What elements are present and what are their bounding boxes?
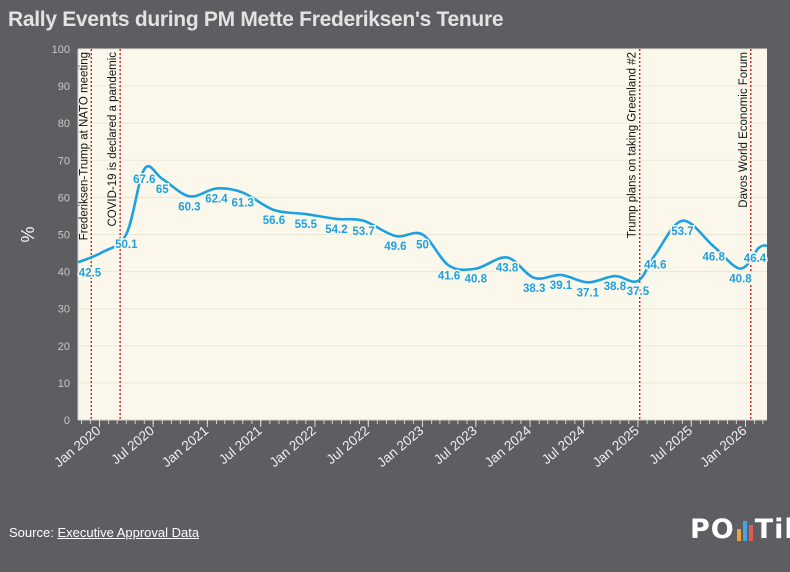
y-tick-label: 0 bbox=[64, 415, 70, 427]
event-label: Trump plans on taking Greenland #2 bbox=[627, 52, 639, 238]
data-label: 60.3 bbox=[178, 201, 200, 213]
x-tick-label: Jan 2020 bbox=[51, 423, 103, 470]
x-tick-label: Jan 2022 bbox=[267, 423, 319, 470]
data-label: 65 bbox=[156, 184, 169, 196]
y-tick-label: 70 bbox=[58, 155, 70, 167]
event-markers: Frederiksen-Trump at NATO meeting COVID-1… bbox=[78, 49, 752, 420]
logo-bars-icon bbox=[736, 521, 753, 541]
source-note: Source: Executive Approval Data bbox=[9, 525, 199, 540]
x-tick-label: Jan 2023 bbox=[374, 423, 426, 470]
source-link[interactable]: Executive Approval Data bbox=[57, 525, 200, 540]
y-tick-label: 80 bbox=[58, 118, 70, 130]
data-label: 61.3 bbox=[232, 198, 254, 210]
data-label: 53.7 bbox=[352, 226, 374, 238]
data-label: 50 bbox=[416, 240, 429, 252]
data-label: 39.1 bbox=[550, 280, 573, 292]
series-path bbox=[78, 164, 767, 284]
y-axis: 0 10 20 30 40 50 60 70 80 90 100 bbox=[52, 44, 79, 427]
data-label: 67.6 bbox=[133, 174, 155, 186]
x-axis: Jan 2020 Jul 2020 Jan 2021 Jul 2021 Jan 2022… bbox=[51, 419, 767, 470]
y-tick-label: 90 bbox=[58, 81, 70, 93]
source-label: Source: bbox=[9, 525, 54, 540]
y-tick-label: 40 bbox=[58, 267, 70, 279]
data-label: 62.4 bbox=[205, 193, 228, 205]
chart-title: Rally Events during PM Mette Frederiksen… bbox=[8, 8, 504, 31]
x-tick-label: Jul 2020 bbox=[108, 423, 157, 467]
politik-logo: PO Tik bbox=[690, 514, 790, 545]
event-label: COVID-19 is declared a pandemic bbox=[107, 52, 119, 227]
logo-text-start: PO bbox=[690, 514, 735, 545]
y-tick-label: 20 bbox=[58, 341, 70, 353]
data-label: 42.5 bbox=[79, 267, 102, 279]
x-tick-label: Jul 2021 bbox=[216, 423, 265, 467]
data-label: 44.6 bbox=[644, 260, 666, 272]
data-label: 38.8 bbox=[604, 281, 627, 293]
data-label: 56.6 bbox=[263, 215, 285, 227]
data-label: 40.8 bbox=[729, 274, 752, 286]
event-label: Davos World Economic Forum bbox=[738, 52, 750, 208]
y-tick-label: 100 bbox=[52, 44, 70, 56]
data-label: 38.3 bbox=[523, 283, 545, 295]
x-tick-label: Jul 2023 bbox=[431, 423, 480, 467]
x-tick-label: Jan 2024 bbox=[482, 422, 535, 470]
data-label: 41.6 bbox=[438, 271, 460, 283]
y-tick-label: 10 bbox=[58, 378, 70, 390]
data-label: 50.1 bbox=[115, 239, 138, 251]
y-tick-label: 50 bbox=[58, 230, 70, 242]
y-tick-label: 60 bbox=[58, 192, 70, 204]
x-tick-label: Jul 2022 bbox=[323, 423, 372, 467]
data-label: 46.8 bbox=[702, 251, 725, 263]
x-tick-label: Jul 2025 bbox=[646, 423, 695, 467]
data-labels: 42.5 50.1 67.665 60.3 62.4 61.3 56.6 55.5 54.2 53… bbox=[77, 173, 768, 301]
data-label: 40.8 bbox=[465, 274, 488, 286]
x-tick-label: Jul 2024 bbox=[539, 422, 588, 467]
event-label: Frederiksen-Trump at NATO meeting bbox=[78, 52, 90, 240]
logo-text-end: Tik bbox=[754, 514, 790, 545]
x-tick-label: Jan 2021 bbox=[159, 423, 211, 470]
data-label: 53.7 bbox=[671, 226, 693, 238]
x-tick-label: Jan 2025 bbox=[590, 423, 642, 470]
data-label: 49.6 bbox=[384, 241, 406, 253]
y-axis-label: % bbox=[18, 226, 38, 242]
data-label: 54.2 bbox=[325, 224, 347, 236]
y-tick-label: 30 bbox=[58, 304, 70, 316]
data-label: 55.5 bbox=[295, 219, 318, 231]
x-tick-label: Jan 2026 bbox=[697, 423, 749, 470]
data-label: 37.5 bbox=[627, 286, 650, 298]
data-label: 37.1 bbox=[577, 287, 600, 299]
data-label: 43.8 bbox=[496, 263, 519, 275]
data-label: 46.4 bbox=[744, 253, 767, 265]
series-line bbox=[78, 164, 767, 284]
